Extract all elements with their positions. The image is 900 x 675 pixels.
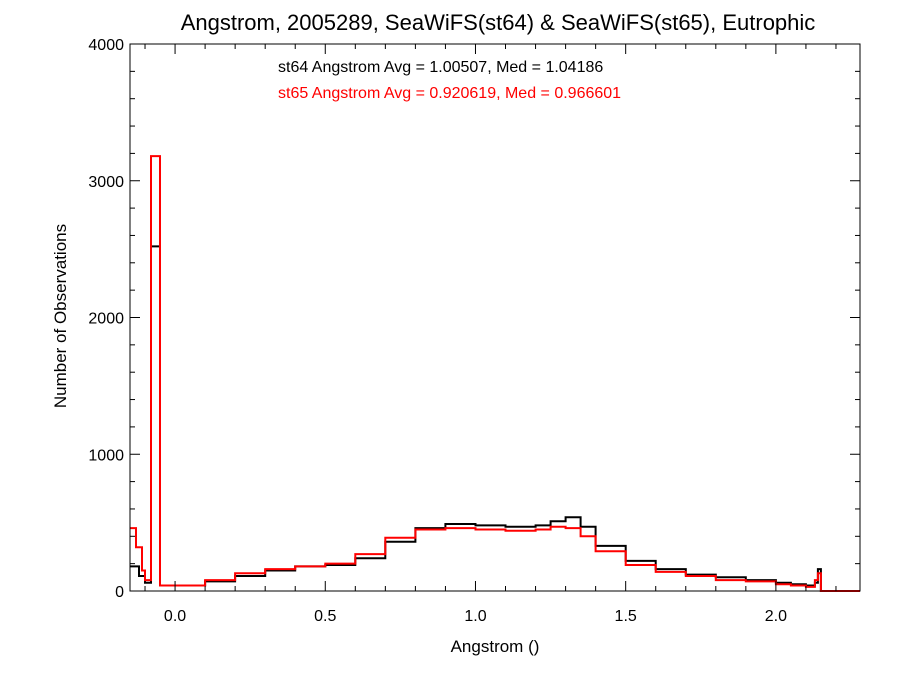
plot-area: 0.0 0.5 1.0 1.5 2.0 0 1000 2000 3000 4000 <box>88 37 861 625</box>
y-tick-label: 4000 <box>88 37 124 54</box>
y-axis-label: Number of Observations <box>51 224 70 408</box>
x-tick-label: 1.0 <box>464 608 486 625</box>
series-layer <box>130 155 860 592</box>
y-axis: 0 1000 2000 3000 4000 <box>88 37 860 601</box>
annotation-st65: st65 Angstrom Avg = 0.920619, Med = 0.96… <box>278 85 621 102</box>
y-tick-label: 1000 <box>88 447 124 464</box>
chart-title: Angstrom, 2005289, SeaWiFS(st64) & SeaWi… <box>181 10 816 35</box>
x-tick-label: 2.0 <box>765 608 787 625</box>
y-tick-label: 3000 <box>88 174 124 191</box>
x-tick-label: 0.0 <box>164 608 186 625</box>
x-axis-label: Angstrom () <box>451 637 540 656</box>
plot-frame <box>129 43 861 592</box>
x-axis: 0.0 0.5 1.0 1.5 2.0 <box>144 44 837 625</box>
series-line-st64 <box>130 245 860 592</box>
series-line-st65 <box>130 155 860 592</box>
annotation-st64: st64 Angstrom Avg = 1.00507, Med = 1.041… <box>278 59 603 76</box>
x-tick-label: 1.5 <box>615 608 637 625</box>
y-tick-label: 2000 <box>88 311 124 328</box>
y-tick-label: 0 <box>115 584 124 601</box>
x-tick-label: 0.5 <box>314 608 336 625</box>
